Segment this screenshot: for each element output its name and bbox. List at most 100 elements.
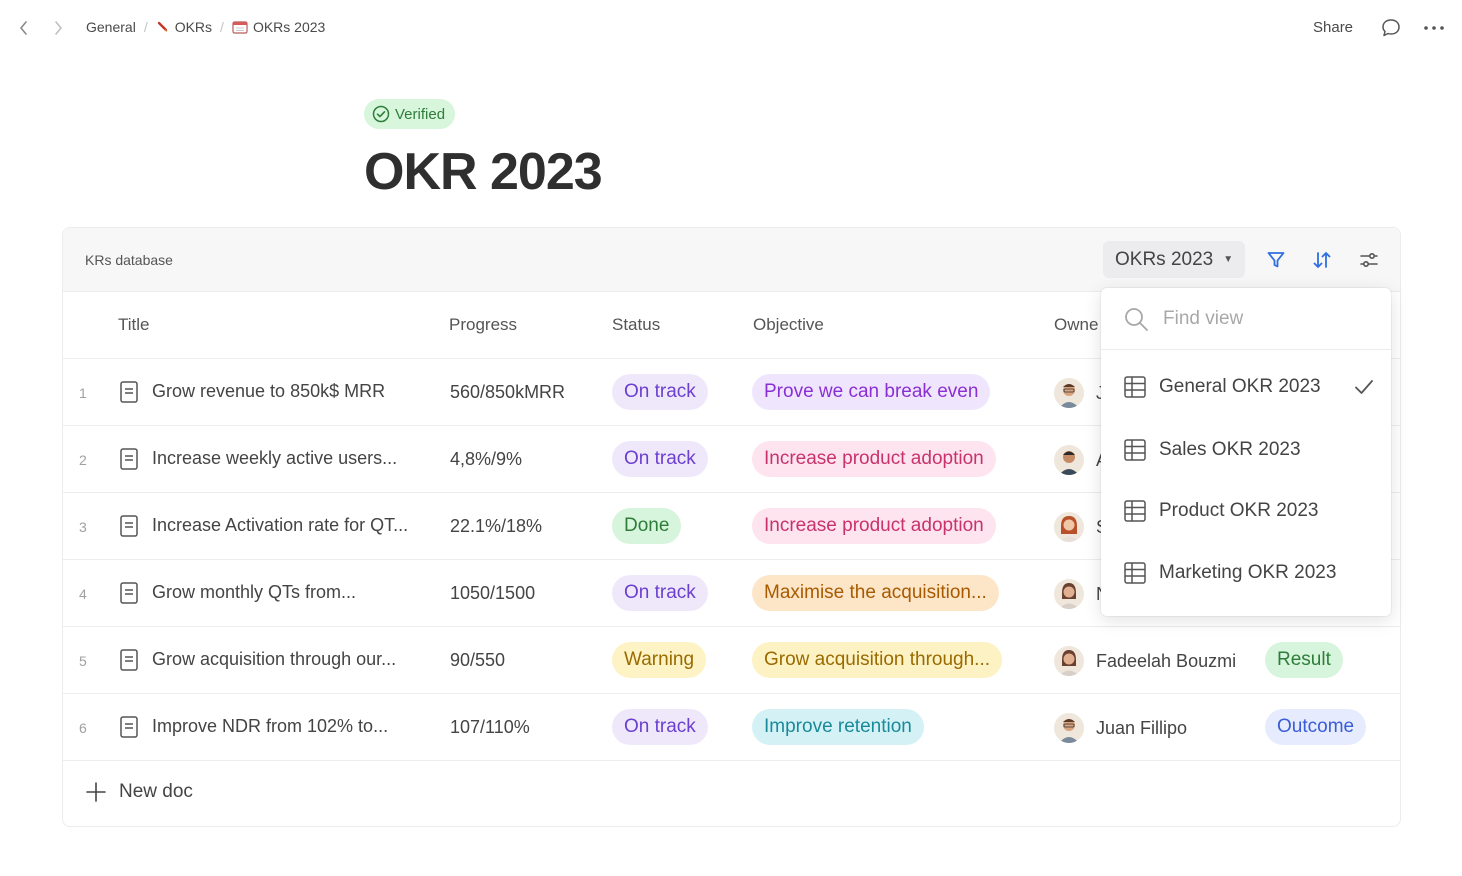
sort-icon [1313, 252, 1331, 268]
table-row[interactable]: 3 Increase Activation rate for QT... 22.… [63, 492, 1400, 559]
table-row[interactable]: 1 Grow revenue to 850k$ MRR 560/850kMRR … [63, 358, 1400, 425]
chevron-left-icon [19, 21, 27, 35]
row-divider [63, 760, 1400, 761]
forward-button[interactable] [48, 18, 68, 38]
find-view-field [1101, 288, 1391, 350]
back-button[interactable] [14, 18, 34, 38]
row-progress: 107/110% [450, 717, 530, 737]
row-progress: 22.1%/18% [450, 516, 543, 536]
objective-badge[interactable]: Grow acquisition through... [752, 642, 1003, 678]
document-icon [120, 515, 138, 537]
breadcrumb-general[interactable]: General [86, 19, 136, 35]
table-row[interactable]: 5 Grow acquisition through our... 90/550… [63, 626, 1400, 693]
breadcrumb: General / OKRs / OKRs 2023 [86, 19, 325, 35]
caret-down-icon: ▼ [1223, 254, 1234, 265]
more-options-button[interactable] [1422, 17, 1446, 39]
row-title[interactable]: Increase Activation rate for QT... [152, 515, 409, 535]
avatar [1054, 512, 1084, 542]
row-title[interactable]: Increase weekly active users... [152, 448, 398, 468]
chevron-right-icon [55, 21, 63, 35]
table-row[interactable]: 4 Grow monthly QTs from... 1050/1500 On … [63, 559, 1400, 626]
table-row[interactable]: 6 Improve NDR from 102% to... 107/110% O… [63, 693, 1400, 760]
row-progress: 90/550 [450, 650, 506, 670]
table-icon [1124, 562, 1146, 584]
objective-badge[interactable]: Improve retention [752, 709, 924, 745]
share-button[interactable]: Share [1313, 19, 1354, 36]
column-header-status[interactable]: Status [612, 315, 661, 334]
column-header-owner[interactable]: Owne [1054, 315, 1099, 334]
database-name: KRs database [85, 252, 173, 268]
status-badge[interactable]: On track [612, 441, 708, 477]
owner-cell[interactable]: J [1054, 378, 1105, 408]
row-progress: 1050/1500 [450, 583, 536, 603]
comment-icon [1382, 19, 1400, 37]
row-number: 5 [79, 653, 87, 669]
breadcrumb-separator: / [220, 19, 224, 35]
owner-cell[interactable]: S [1054, 512, 1108, 542]
owner-cell[interactable]: Juan Fillipo [1054, 713, 1187, 743]
avatar [1054, 378, 1084, 408]
view-option-general[interactable]: General OKR 2023 [1101, 360, 1391, 414]
status-badge[interactable]: Done [612, 508, 682, 544]
table-icon [1124, 500, 1146, 522]
filter-button[interactable] [1264, 248, 1288, 272]
row-number: 1 [79, 385, 87, 401]
status-badge[interactable]: On track [612, 374, 708, 410]
search-icon [1125, 308, 1148, 331]
avatar [1054, 445, 1084, 475]
column-header-objective[interactable]: Objective [753, 315, 824, 334]
filter-icon [1267, 252, 1285, 268]
view-selector[interactable]: OKRs 2023 ▼ [1103, 241, 1246, 278]
verified-badge: Verified [364, 99, 456, 129]
row-number: 3 [79, 519, 87, 535]
row-title[interactable]: Grow revenue to 850k$ MRR [152, 381, 386, 401]
avatar [1054, 646, 1084, 676]
table-icon [1124, 439, 1146, 461]
owner-cell[interactable]: Fadeelah Bouzmi [1054, 646, 1236, 676]
type-badge[interactable]: Result [1265, 642, 1343, 678]
document-icon [120, 448, 138, 470]
status-badge[interactable]: On track [612, 709, 708, 745]
row-title[interactable]: Grow monthly QTs from... [152, 582, 357, 602]
owner-cell[interactable]: A [1054, 445, 1108, 475]
row-progress: 560/850kMRR [450, 382, 566, 402]
ellipsis-icon [1424, 26, 1444, 30]
table-icon [1124, 376, 1146, 398]
page-title: OKR 2023 [364, 143, 603, 201]
top-bar: General / OKRs / OKRs 2023 Share [0, 0, 1462, 56]
new-doc-button[interactable]: New doc [85, 781, 193, 803]
breadcrumb-okrs[interactable]: OKRs [156, 19, 212, 35]
document-icon [120, 381, 138, 403]
row-number: 2 [79, 452, 87, 468]
row-number: 4 [79, 586, 87, 602]
breadcrumb-separator: / [143, 19, 148, 35]
row-number: 6 [79, 720, 87, 736]
table-row[interactable]: 2 Increase weekly active users... 4,8%/9… [63, 425, 1400, 492]
objective-badge[interactable]: Increase product adoption [752, 508, 996, 544]
objective-badge[interactable]: Maximise the acquisition... [752, 575, 999, 611]
sort-button[interactable] [1310, 248, 1334, 272]
view-option-sales[interactable]: Sales OKR 2023 [1101, 423, 1391, 477]
column-header-progress[interactable]: Progress [449, 315, 518, 334]
type-badge[interactable]: Outcome [1265, 709, 1367, 745]
view-dropdown: General OKR 2023 Sales OKR 2023 Product … [1101, 288, 1391, 616]
comment-button[interactable] [1380, 17, 1402, 39]
document-icon [120, 716, 138, 738]
plus-icon [86, 782, 106, 802]
view-option-marketing[interactable]: Marketing OKR 2023 [1101, 546, 1391, 600]
row-title[interactable]: Improve NDR from 102% to... [152, 716, 389, 736]
column-header-title[interactable]: Title [118, 315, 150, 334]
settings-button[interactable] [1357, 248, 1381, 272]
find-view-input[interactable] [1163, 304, 1373, 334]
status-badge[interactable]: Warning [612, 642, 707, 678]
database-toolbar: KRs database OKRs 2023 ▼ [63, 228, 1400, 292]
objective-badge[interactable]: Prove we can break even [752, 374, 991, 410]
row-title[interactable]: Grow acquisition through our... [152, 649, 397, 669]
objective-badge[interactable]: Increase product adoption [752, 441, 996, 477]
status-badge[interactable]: On track [612, 575, 708, 611]
breadcrumb-okrs-2023[interactable]: OKRs 2023 [232, 19, 325, 35]
sliders-icon [1360, 252, 1378, 268]
document-icon [120, 649, 138, 671]
document-icon [120, 582, 138, 604]
view-option-product[interactable]: Product OKR 2023 [1101, 484, 1391, 538]
